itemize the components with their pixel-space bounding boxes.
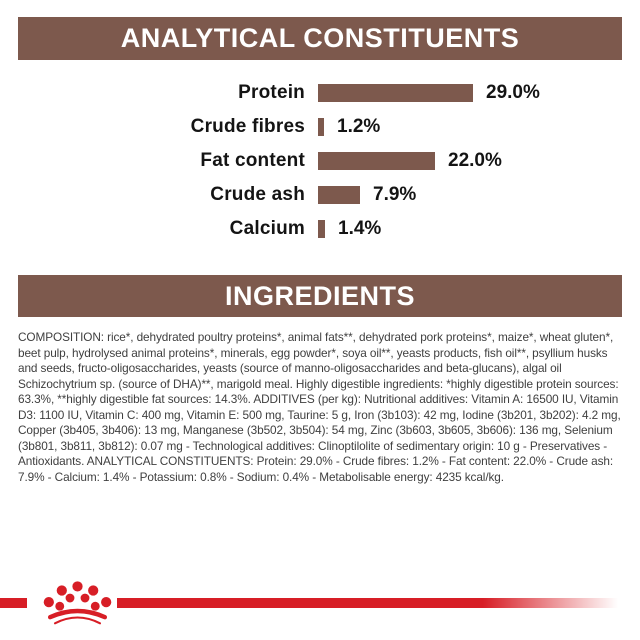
chart-label: Crude ash xyxy=(210,184,305,205)
ingredients-title: INGREDIENTS xyxy=(224,280,416,311)
chart-label: Crude fibres xyxy=(190,116,305,137)
chart-row-crude-ash: Crude ash 7.9% xyxy=(0,178,640,212)
chart-label: Calcium xyxy=(229,218,305,239)
analytical-constituents-chart: Protein 29.0% Crude fibres 1.2% Fat cont… xyxy=(0,76,640,246)
chart-row-protein: Protein 29.0% xyxy=(0,76,640,110)
chart-bar xyxy=(318,220,325,238)
ingredients-composition-text: COMPOSITION: rice*, dehydrated poultry p… xyxy=(18,330,621,484)
analytical-constituents-header: ANALYTICAL CONSTITUENTS xyxy=(18,17,622,60)
chart-bar xyxy=(318,186,360,204)
chart-bar xyxy=(318,118,324,136)
chart-value: 29.0% xyxy=(486,82,540,103)
ingredients-header: INGREDIENTS xyxy=(18,275,622,317)
chart-label: Protein xyxy=(238,82,305,103)
chart-value: 7.9% xyxy=(373,184,417,205)
analytical-constituents-title: ANALYTICAL CONSTITUENTS xyxy=(120,23,520,53)
chart-row-fat-content: Fat content 22.0% xyxy=(0,144,640,178)
chart-bar xyxy=(318,84,473,102)
chart-bar xyxy=(318,152,435,170)
chart-value: 1.4% xyxy=(338,218,382,239)
chart-value: 1.2% xyxy=(337,116,381,137)
chart-row-calcium: Calcium 1.4% xyxy=(0,212,640,246)
chart-label: Fat content xyxy=(200,150,305,171)
brand-stripe-right xyxy=(117,598,618,608)
chart-value: 22.0% xyxy=(448,150,502,171)
brand-stripe-left xyxy=(0,598,27,608)
chart-row-crude-fibres: Crude fibres 1.2% xyxy=(0,110,640,144)
royal-canin-crown-icon xyxy=(43,581,112,625)
